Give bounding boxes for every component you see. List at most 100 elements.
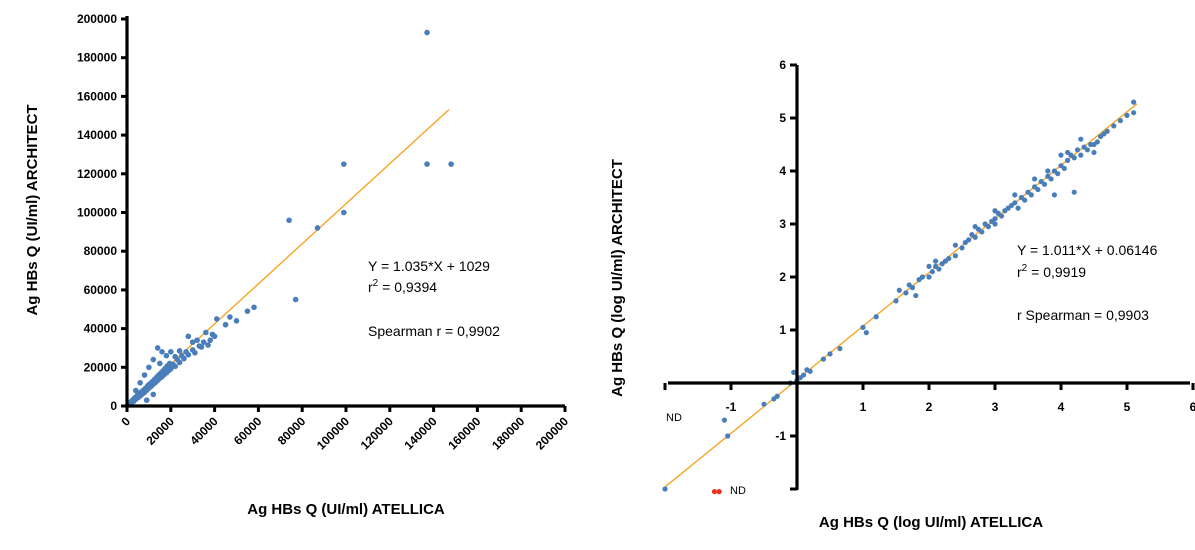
data-point: [1061, 165, 1067, 171]
x-tick-label: 160000: [445, 414, 483, 452]
data-point: [926, 274, 932, 280]
x-tick-label: 80000: [275, 414, 309, 448]
data-point: [992, 221, 998, 227]
y-tick-label: 2: [779, 270, 786, 284]
data-point: [157, 360, 163, 367]
data-point: [952, 242, 959, 248]
spearman-correlation: Spearman r = 0,9902: [368, 323, 500, 339]
data-point: [972, 224, 978, 230]
data-point: [1051, 192, 1057, 198]
data-point: [424, 29, 430, 36]
data-point: [159, 349, 165, 355]
data-point: [341, 209, 347, 216]
data-points: [662, 99, 1137, 492]
axis-ticks: [663, 63, 1195, 491]
data-point: [952, 253, 959, 259]
data-point: [992, 216, 998, 222]
data-point: [863, 330, 869, 336]
x-tick-label: 60000: [231, 414, 265, 448]
data-point: [286, 217, 292, 224]
data-point: [929, 269, 935, 275]
data-point: [185, 351, 192, 358]
data-point: [1078, 152, 1084, 158]
fit-equation: Y = 1.011*X + 0.06146: [1017, 242, 1158, 258]
y-tick-label: 4: [779, 164, 786, 178]
x-tick-label: -1: [726, 400, 737, 414]
r-squared: r2 = 0,9919: [1017, 263, 1086, 280]
data-point: [919, 274, 926, 280]
data-point: [137, 379, 143, 386]
data-point: [211, 333, 218, 340]
r-squared-prefix: r: [1017, 264, 1022, 280]
data-point: [1055, 171, 1061, 177]
data-point: [168, 366, 174, 372]
data-point: [168, 349, 174, 355]
data-point: [1071, 155, 1077, 161]
y-tick-label: 20000: [84, 360, 118, 374]
y-tick-label: 120000: [77, 167, 117, 181]
y-tick-label: 40000: [84, 322, 118, 336]
data-point: [207, 337, 214, 344]
data-point: [774, 393, 780, 399]
data-point: [837, 345, 843, 352]
x-tick-labels: 0 20000 40000 60000 80000 100000 120000 140000 1…: [118, 414, 571, 452]
y-tick-labels: 0 20000 40000 60000 80000 100000 120000 140000 1…: [77, 12, 117, 413]
y-tick-label: 6: [779, 58, 786, 72]
data-point: [761, 401, 767, 407]
data-point: [725, 433, 731, 439]
data-point: [1028, 192, 1034, 198]
data-point: [999, 213, 1005, 219]
nd-point: [716, 489, 722, 495]
data-point: [341, 161, 347, 167]
data-point: [176, 348, 183, 354]
data-point: [801, 372, 807, 378]
data-point: [721, 417, 728, 423]
nd-point: [711, 489, 718, 495]
data-point: [198, 344, 205, 350]
data-point: [1111, 123, 1117, 129]
data-point: [150, 391, 157, 398]
data-point: [913, 292, 919, 299]
r-squared-superscript: 2: [1022, 263, 1028, 274]
y-tick-label: -1: [775, 429, 786, 443]
data-point: [933, 263, 939, 269]
x-tick-label: 3: [992, 400, 999, 414]
x-tick-label: 200000: [533, 414, 571, 452]
data-point: [1041, 181, 1048, 187]
data-point: [143, 397, 150, 403]
x-tick-label: 1: [860, 400, 867, 414]
data-point: [1094, 139, 1100, 145]
data-point: [172, 353, 178, 360]
data-point: [314, 225, 321, 231]
y-tick-label: 100000: [77, 206, 117, 220]
y-tick-label: 60000: [84, 283, 118, 297]
x-tick-label: 180000: [489, 414, 527, 452]
data-point: [448, 161, 454, 167]
axis-ticks: [121, 17, 567, 412]
data-point: [424, 161, 430, 167]
data-point: [192, 349, 198, 356]
data-point: [1074, 147, 1081, 153]
data-points: [125, 29, 454, 408]
data-point: [185, 333, 192, 340]
data-point: [233, 318, 240, 324]
y-tick-label: 200000: [77, 12, 117, 26]
x-tick-label: 5: [1124, 400, 1131, 414]
x-tick-label: 40000: [187, 414, 221, 448]
data-point: [1048, 176, 1054, 182]
data-point: [791, 369, 797, 375]
data-point: [154, 345, 161, 351]
fit-line-segment: [664, 103, 1138, 488]
data-point: [903, 290, 909, 296]
data-point: [292, 296, 299, 303]
spearman-correlation: r Spearman = 0,9903: [1017, 307, 1149, 323]
linear-scatter-chart: 0200004000060000800001000001200001400001…: [24, 12, 571, 518]
data-point: [1032, 176, 1038, 182]
data-point: [662, 486, 668, 492]
data-point: [1117, 118, 1123, 124]
data-point: [200, 339, 207, 345]
y-tick-label: 80000: [84, 244, 118, 258]
x-axis-label: Ag HBs Q (UI/ml) ATELLICA: [247, 501, 445, 518]
nd-y-label: ND: [730, 485, 746, 497]
fit-line: [664, 103, 1138, 488]
